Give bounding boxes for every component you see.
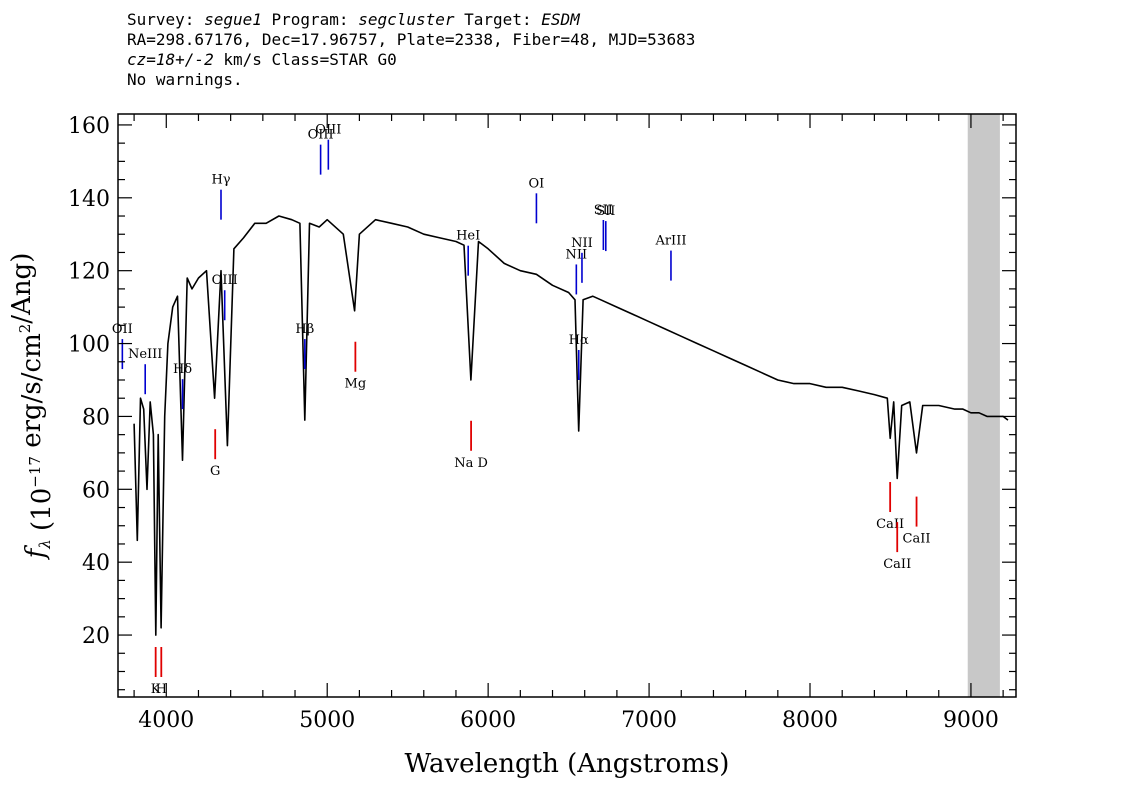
emission-line-label: HeI xyxy=(456,229,480,244)
y-tick-label: 120 xyxy=(68,260,110,285)
program-value: segcluster xyxy=(358,10,455,29)
emission-line-label: Hδ xyxy=(173,362,192,377)
axes-layer: 4000 5000 6000 7000 8000 9000 20 40 60 80 100 120 14… xyxy=(68,113,1017,733)
series-layer xyxy=(133,215,1009,636)
header-line-survey: Survey: segue1 Program: segcluster Targe… xyxy=(127,10,695,30)
y-tick-label: 40 xyxy=(82,551,110,576)
absorption-line-label: G xyxy=(210,464,220,479)
header-line-coordinates: RA=298.67176, Dec=17.96757, Plate=2338, … xyxy=(127,30,696,49)
cz-class: km/s Class=STAR G0 xyxy=(213,50,397,69)
y-tick-label: 20 xyxy=(82,624,110,649)
absorption-line-label: CaII xyxy=(903,532,931,547)
absorption-line-label: Mg xyxy=(345,377,367,392)
header-line-redshift: cz=18+/-2 km/s Class=STAR G0 xyxy=(127,50,695,70)
emission-line-label: ArIII xyxy=(654,234,686,249)
absorption-line-label: Na D xyxy=(454,456,488,471)
masked-wavelength-band xyxy=(967,114,1000,697)
emission-line-label: Hγ xyxy=(211,173,230,188)
emission-line-label: Hα xyxy=(569,333,589,348)
x-tick-label: 8000 xyxy=(782,708,838,733)
y-axis-label-part: λ xyxy=(36,539,54,550)
absorption-line-label: K xyxy=(151,682,161,697)
y-tick-label: 80 xyxy=(82,405,110,430)
x-axis-label: Wavelength (Angstroms) xyxy=(405,749,730,779)
y-axis-label-part: (10 xyxy=(27,488,57,540)
y-axis-label-part: erg/s/cm xyxy=(17,333,47,456)
emission-line-label: OIII xyxy=(212,273,238,288)
y-axis-label-part: 2 xyxy=(16,324,34,334)
y-axis-label-part: /Ang) xyxy=(7,253,37,324)
plot-frame xyxy=(117,113,1017,698)
emission-line-label: SII xyxy=(594,203,613,218)
absorption-line-label: CaII xyxy=(876,517,904,532)
program-label: Program: xyxy=(261,10,359,29)
y-axis-label-part: −17 xyxy=(26,456,44,488)
spectrum-header: Survey: segue1 Program: segcluster Targe… xyxy=(127,10,695,90)
spectrum-series-line xyxy=(133,215,1009,636)
x-tick-label: 6000 xyxy=(460,708,516,733)
emission-line-label: Hβ xyxy=(295,322,314,337)
emission-line-label: NeIII xyxy=(128,347,162,362)
x-tick-label: 5000 xyxy=(299,708,355,733)
x-tick-label: 4000 xyxy=(138,708,194,733)
emission-line-label: OIII xyxy=(308,128,334,143)
y-tick-label: 60 xyxy=(82,478,110,503)
survey-label: Survey: xyxy=(127,10,205,29)
emission-line-label: NII xyxy=(571,236,593,251)
target-label: Target: xyxy=(454,10,542,29)
emission-line-label: OIII xyxy=(315,123,341,138)
x-tick-label: 9000 xyxy=(943,708,999,733)
emission-line-label: SII xyxy=(596,204,615,219)
absorption-line-label: H xyxy=(156,682,167,697)
absorption-line-label: CaII xyxy=(883,557,911,572)
y-tick-label: 140 xyxy=(68,187,110,212)
x-tick-label: 7000 xyxy=(621,708,677,733)
y-tick-label: 160 xyxy=(68,114,110,139)
emission-line-label: OII xyxy=(112,322,133,337)
cz-value: cz=18+/-2 xyxy=(127,50,214,69)
header-line-warnings: No warnings. xyxy=(127,70,243,89)
emission-line-label: OI xyxy=(529,176,545,191)
survey-value: segue1 xyxy=(204,10,262,29)
y-tick-label: 100 xyxy=(68,333,110,358)
y-axis-label: fλ (10−17 erg/s/cm2/Ang) xyxy=(7,253,57,561)
spectral-lines-layer: OIINeIIIHδHγOIIIHβOIIIOIIIHeIOINIIHαNIIS… xyxy=(112,123,931,697)
target-value: ESDM xyxy=(541,10,580,29)
